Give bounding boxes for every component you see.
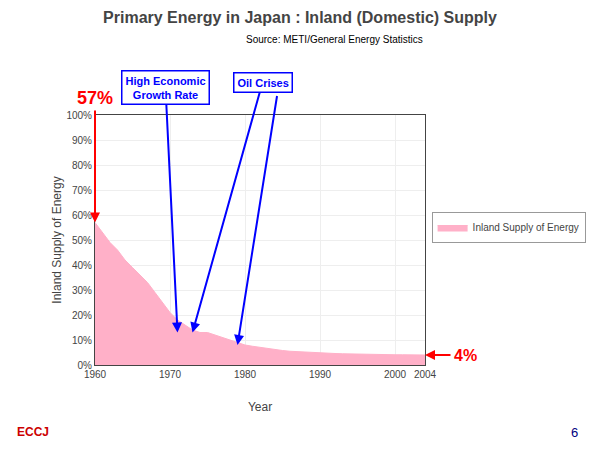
svg-text:80%: 80% [72, 160, 92, 171]
svg-text:100%: 100% [66, 110, 92, 121]
svg-text:High EconomicGrowth Rate: High EconomicGrowth Rate [126, 75, 206, 101]
svg-text:1990: 1990 [309, 369, 332, 380]
svg-text:6: 6 [571, 425, 578, 440]
svg-text:0%: 0% [78, 360, 93, 371]
svg-text:Source: METI/General Energy St: Source: METI/General Energy Statistics [246, 34, 423, 45]
svg-text:60%: 60% [72, 210, 92, 221]
svg-text:Inland Supply of Energy: Inland Supply of Energy [473, 222, 579, 233]
svg-text:2000: 2000 [384, 369, 407, 380]
svg-text:Oil Crises: Oil Crises [238, 77, 289, 89]
svg-text:Primary Energy in Japan : Inla: Primary Energy in Japan : Inland (Domest… [103, 9, 497, 26]
svg-text:2004: 2004 [414, 369, 437, 380]
svg-text:1980: 1980 [234, 369, 257, 380]
svg-text:57%: 57% [77, 88, 113, 108]
svg-text:10%: 10% [72, 335, 92, 346]
svg-text:20%: 20% [72, 310, 92, 321]
svg-text:50%: 50% [72, 235, 92, 246]
svg-text:40%: 40% [72, 260, 92, 271]
svg-text:Year: Year [248, 400, 272, 414]
svg-text:70%: 70% [72, 185, 92, 196]
svg-text:1960: 1960 [84, 369, 107, 380]
svg-text:30%: 30% [72, 285, 92, 296]
svg-text:1970: 1970 [159, 369, 182, 380]
svg-text:ECCJ: ECCJ [17, 425, 49, 439]
svg-text:4%: 4% [454, 347, 477, 364]
svg-text:90%: 90% [72, 135, 92, 146]
svg-text:Inland Supply of Energy: Inland Supply of Energy [50, 176, 64, 303]
